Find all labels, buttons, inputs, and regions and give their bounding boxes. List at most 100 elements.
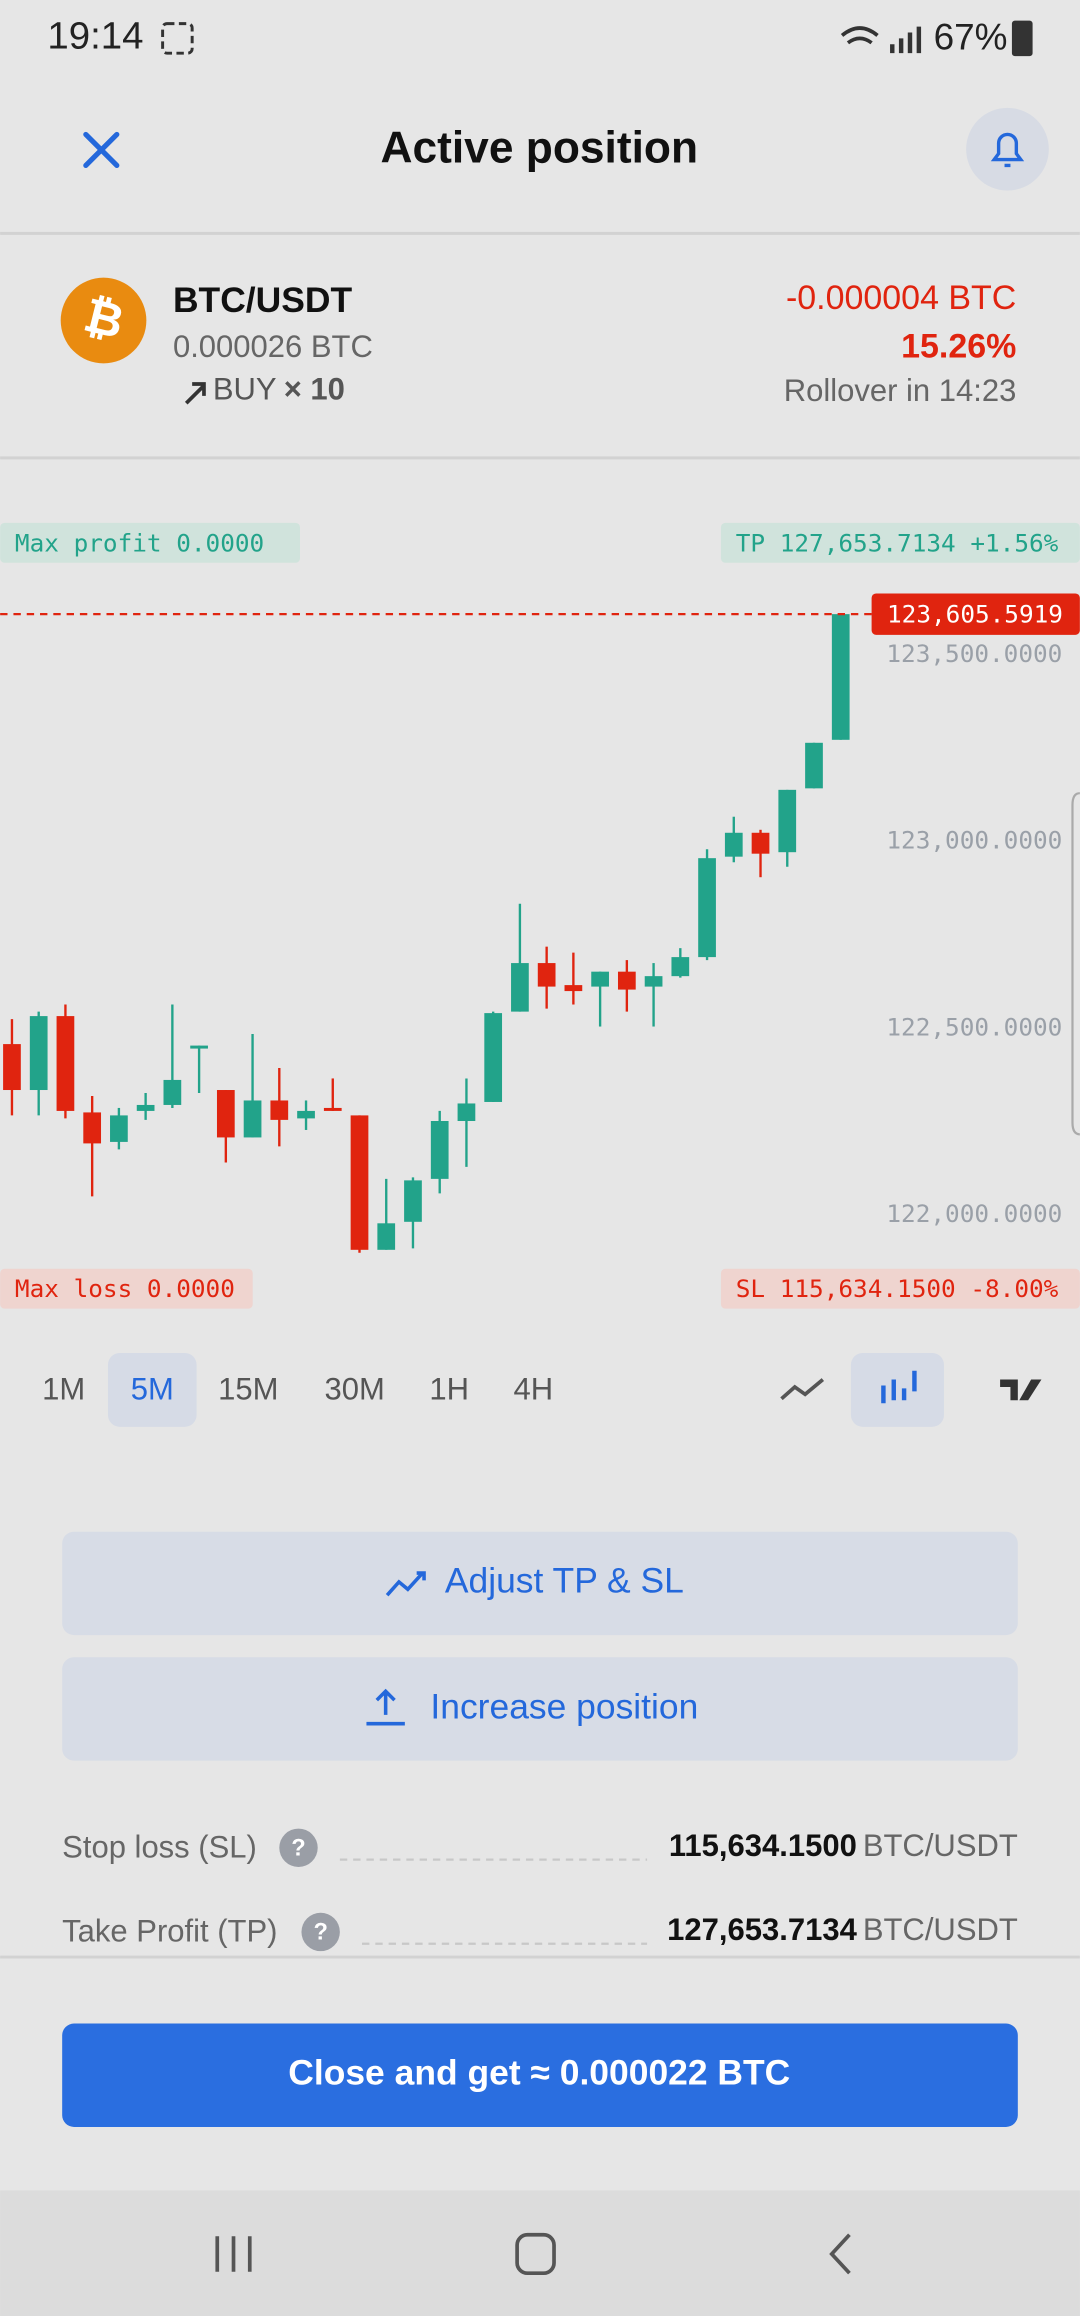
candle-body <box>564 985 583 992</box>
candle-body <box>831 614 850 740</box>
candle-body <box>110 1115 128 1142</box>
max-profit-tag <box>0 522 300 563</box>
candle-body <box>805 742 823 789</box>
help-mark: ? <box>313 1920 327 1946</box>
rollover: Rollover in 14:23 <box>784 373 1017 408</box>
candle-body <box>617 971 636 990</box>
btc-logo <box>60 277 147 364</box>
max-loss-label: Max loss 0.0000 <box>15 1274 235 1303</box>
candle-body <box>377 1223 396 1250</box>
candle-body <box>484 1013 503 1102</box>
battery-icon <box>1011 20 1033 57</box>
current-price-tag <box>871 593 1080 635</box>
close-position-button[interactable]: Close and get ≈ 0.000022 BTC <box>62 2023 1018 2127</box>
pair: BTC/USDT <box>173 280 352 320</box>
increase-button[interactable]: Increase position <box>62 1657 1018 1761</box>
increase-icon <box>366 1688 405 1726</box>
wifi-icon <box>840 26 879 45</box>
line-chart-toggle[interactable] <box>780 1378 825 1401</box>
tradingview-logo <box>1000 1379 1042 1401</box>
signal-icon <box>890 26 922 54</box>
candle-body <box>216 1090 235 1138</box>
max-profit-label: Max profit 0.0000 <box>15 528 264 557</box>
y-tick-label: 122,500.0000 <box>886 1012 1062 1041</box>
candle-body <box>323 1107 342 1111</box>
candle-body <box>511 963 529 1012</box>
nav-bar <box>0 2190 1080 2316</box>
take-profit-tag <box>720 522 1080 563</box>
candle-body <box>136 1104 155 1111</box>
help-mark: ? <box>291 1835 305 1861</box>
timeframe-option[interactable]: 4H <box>514 1372 554 1407</box>
help-icon[interactable] <box>279 1828 318 1867</box>
candle-body <box>591 971 609 987</box>
candle-body <box>724 832 743 857</box>
adjust-button[interactable]: Adjust TP & SL <box>62 1531 1018 1636</box>
take-profit-label: TP 127,653.7134 +1.56% <box>736 528 1059 557</box>
detail-unit: BTC/USDT <box>863 1912 1018 1947</box>
close-icon[interactable] <box>83 131 120 169</box>
detail-label: Take Profit (TP) <box>62 1914 277 1949</box>
current-price-label: 123,605.5919 <box>887 600 1063 629</box>
alert-button[interactable] <box>966 107 1049 191</box>
y-tick-label: 123,500.0000 <box>886 639 1062 668</box>
scroll-handle <box>1071 792 1080 1136</box>
candle-chart-toggle <box>881 1370 917 1404</box>
pnl: -0.000004 BTC <box>786 279 1016 317</box>
timeframe-option[interactable]: 1M <box>42 1372 85 1407</box>
nav-back[interactable] <box>829 2233 851 2275</box>
alert-button-bg <box>966 107 1049 191</box>
nav-recents[interactable] <box>215 2236 252 2272</box>
timeframe-option[interactable]: 15M <box>218 1372 278 1407</box>
candle-body <box>29 1016 48 1091</box>
stop-loss-tag <box>720 1268 1080 1309</box>
close-button-label: Close and get ≈ 0.000022 BTC <box>288 2053 790 2093</box>
amount: 0.000026 BTC <box>173 329 373 364</box>
timeframe-option[interactable]: 30M <box>324 1372 384 1407</box>
y-tick-label: 123,000.0000 <box>886 826 1062 855</box>
candle-body <box>778 789 797 853</box>
candle-body <box>83 1112 102 1144</box>
adjust-label: Adjust TP & SL <box>445 1561 684 1601</box>
detail-unit: BTC/USDT <box>863 1828 1018 1863</box>
battery-percent: 67% <box>934 17 1008 58</box>
increase-label: Increase position <box>430 1686 698 1726</box>
detail-value: 127,653.7134 <box>667 1912 857 1947</box>
leverage: × 10 <box>284 372 345 407</box>
candle-body <box>644 976 663 987</box>
candle-body <box>270 1100 289 1120</box>
candle-body <box>404 1180 422 1222</box>
candle-body <box>698 858 716 958</box>
buy-arrow <box>184 382 206 405</box>
timeframe-selector: 1M 5M 15M 30M 1H 4H <box>42 1352 554 1427</box>
candle-body <box>190 1045 208 1049</box>
candle-body <box>3 1044 21 1091</box>
timeframe-option[interactable]: 5M <box>131 1372 174 1407</box>
candle-body <box>297 1110 315 1119</box>
adjust-button-bg <box>62 1531 1018 1636</box>
candle-body <box>56 1016 75 1111</box>
candle-body <box>243 1100 262 1138</box>
candle-toggle-bg[interactable] <box>850 1352 944 1427</box>
increase-button-bg <box>62 1657 1018 1761</box>
timeframe-option[interactable]: 1H <box>429 1372 469 1407</box>
pnl-percent: 15.26% <box>901 328 1016 366</box>
candle-body <box>163 1079 182 1105</box>
stop-loss-label: SL 115,634.1500 -8.00% <box>736 1274 1059 1303</box>
candle-body <box>671 957 690 977</box>
status-time: 19:14 <box>47 15 143 58</box>
candle-body <box>457 1103 476 1122</box>
timeframe-selected-bg <box>107 1352 197 1427</box>
candlestick-chart: 122,000.0000 122,500.0000 123,000.0000 123,… <box>0 522 1080 1309</box>
candle-body <box>751 832 770 854</box>
candle-body <box>350 1115 369 1250</box>
candle-body <box>537 963 556 987</box>
close-button-bg <box>62 2023 1018 2127</box>
detail-value: 115,634.1500 <box>669 1828 857 1863</box>
help-icon[interactable] <box>301 1912 340 1952</box>
nav-home[interactable] <box>515 2232 556 2276</box>
detail-label: Stop loss (SL) <box>62 1829 257 1864</box>
